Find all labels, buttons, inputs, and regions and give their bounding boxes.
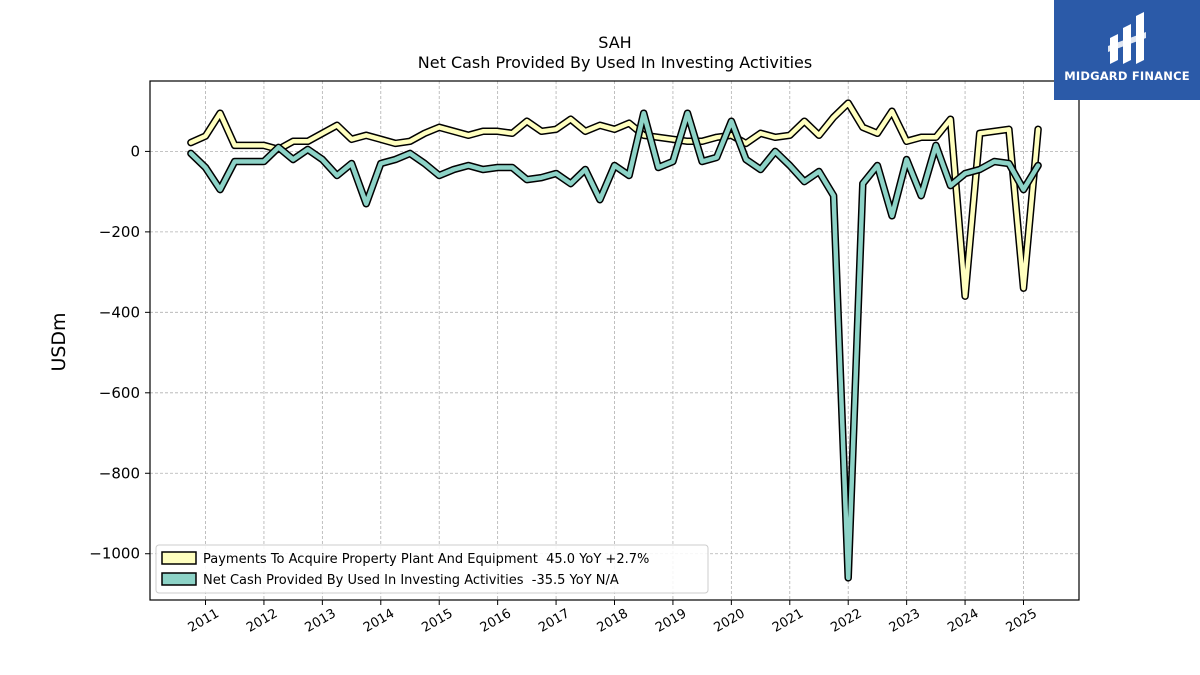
x-tick-label: 2025 <box>1004 606 1040 636</box>
brand-logo: MIDGARD FINANCE <box>1054 0 1200 100</box>
x-tick-label: 2024 <box>945 606 981 636</box>
legend-frame <box>155 544 709 594</box>
logo-mark-icon <box>1108 12 1146 64</box>
x-tick-label: 2014 <box>361 606 397 636</box>
x-tick-label: 2018 <box>595 606 631 636</box>
series-lines <box>187 99 1042 582</box>
y-tick-label: −600 <box>99 384 140 402</box>
x-tick-label: 2020 <box>712 606 748 636</box>
chart-title: SAH <box>598 33 631 52</box>
series-line-0 <box>188 100 1041 299</box>
x-tick-label: 2013 <box>303 606 339 636</box>
chart-subtitle: Net Cash Provided By Used In Investing A… <box>418 53 812 72</box>
x-tick-label: 2021 <box>770 606 806 636</box>
x-tick-label: 2012 <box>244 606 280 636</box>
x-tick-label: 2022 <box>828 606 864 636</box>
y-tick-label: 0 <box>130 142 140 160</box>
series-line-1 <box>188 110 1041 581</box>
y-axis-label: USDm <box>48 312 70 371</box>
x-tick-label: 2015 <box>419 606 455 636</box>
x-tick-label: 2019 <box>653 606 689 636</box>
legend-swatch-investing <box>161 572 197 586</box>
y-tick-label: −400 <box>99 303 140 321</box>
legend-label-ppe: Payments To Acquire Property Plant And E… <box>203 552 649 567</box>
brand-name: MIDGARD FINANCE <box>1064 69 1190 83</box>
y-tick-label: −1000 <box>89 545 140 563</box>
x-tick-label: 2016 <box>478 606 514 636</box>
x-tick-label: 2011 <box>186 606 222 636</box>
legend-label-investing: Net Cash Provided By Used In Investing A… <box>203 573 619 588</box>
y-tick-label: −800 <box>99 464 140 482</box>
legend-swatch-ppe <box>161 551 197 565</box>
legend: Payments To Acquire Property Plant And E… <box>155 544 709 594</box>
x-tick-label: 2017 <box>536 606 572 636</box>
y-tick-label: −200 <box>99 223 140 241</box>
x-tick-label: 2023 <box>887 606 923 636</box>
